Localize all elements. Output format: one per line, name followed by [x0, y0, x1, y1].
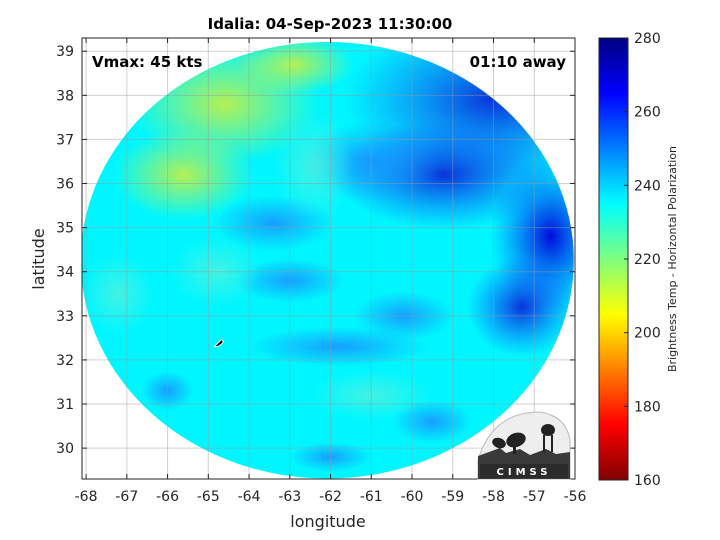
x-tick-label: -66 — [156, 489, 179, 505]
x-tick-label: -61 — [360, 489, 383, 505]
colorbar-label: Brightness Temp - Horizontal Polarizatio… — [666, 146, 679, 372]
swath-texture-18 — [83, 253, 154, 334]
colorbar-tick-label: 220 — [634, 252, 661, 268]
x-tick-label: -64 — [238, 489, 261, 505]
y-tick-label: 33 — [56, 309, 74, 325]
axes-frame — [81, 37, 576, 480]
y-tick-label: 35 — [56, 221, 74, 237]
swath-texture-11 — [353, 290, 454, 341]
colorbar — [598, 37, 629, 481]
storm-position-marker — [213, 338, 225, 348]
time-away-annotation: 01:10 away — [470, 53, 567, 71]
colorbar-tick-label: 180 — [634, 399, 661, 415]
y-tick-label: 34 — [56, 265, 74, 281]
swath-texture-12 — [141, 370, 194, 411]
swath-texture-13 — [290, 441, 371, 472]
y-tick-label: 38 — [56, 88, 74, 104]
swath-texture-16 — [171, 236, 262, 307]
swath-texture-6 — [467, 257, 574, 358]
x-tick-label: -68 — [75, 489, 98, 505]
x-tick-label: -67 — [115, 489, 138, 505]
x-tick-label: -62 — [319, 489, 342, 505]
swath-texture-17 — [311, 370, 432, 421]
swath-texture-1 — [113, 129, 254, 220]
y-tick-label: 37 — [56, 132, 74, 148]
y-axis-label: latitude — [29, 228, 48, 289]
x-axis: -68 -67 -66 -65 -64 -63 -62 -61 -60 -59 -58 -57 -56 — [75, 38, 587, 505]
vmax-annotation: Vmax: 45 kts — [92, 53, 202, 71]
chart-title: Idalia: 04-Sep-2023 11:30:00 — [208, 15, 453, 33]
x-tick-label: -65 — [197, 489, 220, 505]
swath-texture-9 — [234, 258, 345, 303]
swath-texture-15 — [274, 110, 355, 221]
brightness-temperature-swath — [82, 41, 574, 479]
x-tick-label: -63 — [278, 489, 301, 505]
cimss-logo: CIMSS — [477, 411, 571, 480]
y-axis: 30 31 32 33 34 35 36 37 38 39 — [56, 44, 575, 457]
x-tick-label: -58 — [482, 489, 505, 505]
colorbar-tick-label: 160 — [634, 473, 661, 489]
plot-area — [82, 38, 575, 479]
x-tick-label: -60 — [401, 489, 424, 505]
swath-texture-2 — [233, 41, 354, 95]
x-tick-label: -59 — [441, 489, 464, 505]
x-axis-label: longitude — [290, 512, 365, 531]
y-tick-label: 31 — [56, 397, 74, 413]
logo-text: CIMSS — [497, 467, 552, 478]
y-tick-label: 36 — [56, 177, 74, 193]
colorbar-ticks: 160 180 200 220 240 260 280 — [624, 31, 661, 489]
colorbar-tick-label: 240 — [634, 178, 661, 194]
colorbar-tick-label: 280 — [634, 31, 661, 47]
y-tick-label: 39 — [56, 44, 74, 60]
x-tick-label: -56 — [564, 489, 587, 505]
grid — [82, 38, 575, 479]
colorbar-tick-label: 260 — [634, 105, 661, 121]
y-tick-label: 30 — [56, 441, 74, 457]
colorbar-tick-label: 200 — [634, 326, 661, 342]
y-tick-label: 32 — [56, 353, 74, 369]
x-tick-label: -57 — [523, 489, 546, 505]
